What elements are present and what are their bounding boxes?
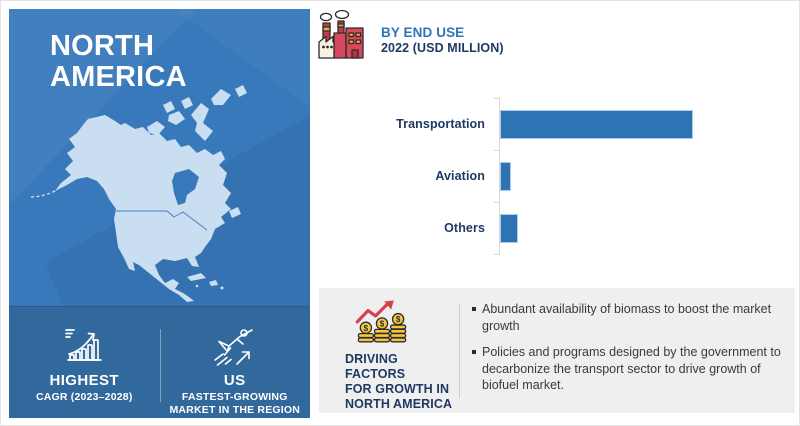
svg-text:$: $: [364, 324, 369, 333]
stat-highest-cagr: HIGHEST CAGR (2023–2028): [9, 307, 160, 418]
chart-row-aviation: Aviation: [314, 150, 792, 202]
north-america-map: [17, 81, 305, 319]
chart-title: BY END USE: [381, 25, 465, 40]
driving-factor-item: Policies and programs designed by the go…: [471, 344, 787, 394]
chart-header: BY END USE 2022 (USD MILLION): [381, 25, 504, 56]
chart-subtitle: 2022 (USD MILLION): [381, 41, 504, 55]
axis-tick: [494, 254, 500, 255]
category-label: Transportation: [396, 117, 485, 131]
driving-factor-item: Abundant availability of biomass to boos…: [471, 301, 787, 334]
vertical-divider: [459, 303, 460, 398]
growth-chart-icon: [65, 329, 103, 361]
category-label: Aviation: [435, 169, 485, 183]
stat-sublabel-line1: CAGR (2023–2028): [35, 391, 133, 403]
stat-label: HIGHEST: [49, 372, 119, 389]
page-title: NORTH AMERICA: [50, 31, 187, 93]
stat-fastest-growing: US FASTEST-GROWING MARKET IN THE REGION: [159, 307, 311, 418]
region-panel: NORTH AMERICA: [9, 9, 310, 418]
stat-sublabel-line1: FASTEST-GROWING: [181, 391, 288, 403]
driving-factors-box: $ $ $ DRIVING FACTORS FOR GROWTH IN NORT…: [319, 288, 795, 413]
stat-sublabel-line2: MARKET IN THE REGION: [169, 404, 301, 416]
driving-factors-title-line: DRIVING FACTORS: [345, 352, 406, 381]
flying-person-icon: [213, 329, 253, 366]
end-use-bar-chart: Transportation Aviation Others: [314, 97, 792, 255]
bar-transportation: [500, 109, 693, 139]
driving-factors-list: Abundant availability of biomass to boos…: [471, 301, 787, 404]
chart-row-others: Others: [314, 202, 792, 254]
bar-others: [500, 213, 519, 243]
factory-icon: [313, 9, 369, 65]
driving-factors-title-line: NORTH AMERICA: [345, 397, 453, 411]
page-title-line1: NORTH: [50, 30, 155, 62]
region-stats-strip: HIGHEST CAGR (2023–2028) US: [9, 306, 310, 418]
axis-tick: [494, 98, 500, 99]
axis-tick: [494, 150, 500, 151]
chart-row-transportation: Transportation: [314, 98, 792, 150]
driving-factors-title-line: FOR GROWTH IN: [345, 382, 450, 396]
category-label: Others: [444, 221, 485, 235]
north-america-map-svg: [28, 85, 247, 302]
page-title-line2: AMERICA: [50, 61, 187, 93]
driving-factors-header: $ $ $ DRIVING FACTORS FOR GROWTH IN NORT…: [345, 299, 461, 412]
axis-tick: [494, 202, 500, 203]
svg-text:$: $: [396, 315, 401, 324]
coins-growth-icon: $ $ $: [353, 299, 411, 349]
driving-factors-title: DRIVING FACTORS FOR GROWTH IN NORTH AMER…: [345, 352, 461, 412]
svg-text:$: $: [380, 319, 385, 328]
stat-label: US: [223, 372, 246, 389]
bar-aviation: [500, 161, 511, 191]
chart-axis-line: [499, 98, 500, 254]
